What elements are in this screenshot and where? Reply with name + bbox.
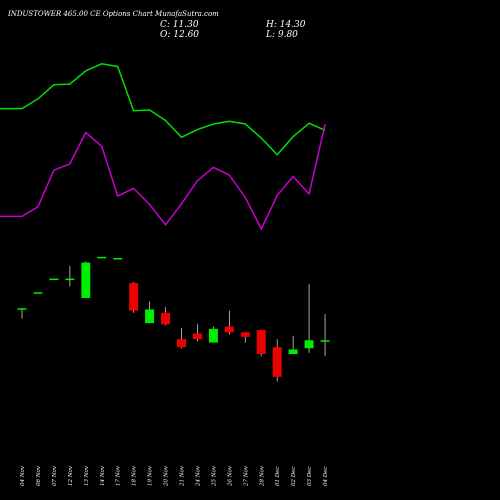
candle-20 (320, 314, 330, 357)
candle-19 (304, 284, 314, 353)
low-price-label: L: 9.80 (265, 30, 298, 40)
x-tick-label: 27 Nov (243, 465, 249, 487)
candle-1 (17, 308, 27, 319)
candle-body (33, 292, 43, 294)
x-axis-labels: 04 Nov 06 Nov 07 Nov 12 Nov 13 Nov 14 Nov 17 N… (20, 465, 329, 487)
x-tick-label: 28 Nov (259, 465, 265, 487)
candle-4 (65, 266, 75, 287)
high-price-label: H: 14.30 (265, 20, 306, 30)
candle-11 (177, 327, 186, 349)
x-tick-label: 25 Nov (211, 465, 217, 487)
x-tick-label: 04 Nov (20, 465, 26, 486)
candle-body (320, 340, 330, 342)
candle-5 (81, 261, 91, 298)
band-line-1 (0, 63, 326, 156)
candle-16 (256, 330, 266, 357)
x-tick-label: 12 Nov (68, 465, 74, 486)
candle-17 (272, 339, 282, 382)
candle-body (208, 328, 218, 343)
band-lines (0, 63, 326, 231)
candle-body (113, 258, 123, 260)
candle-body (129, 283, 139, 311)
candle-6 (97, 256, 107, 259)
x-tick-label: 19 Nov (148, 465, 154, 486)
close-price-label: C: 11.30 (160, 20, 199, 30)
candle-body (161, 312, 171, 325)
candle-18 (288, 335, 298, 354)
x-tick-label: 14 Nov (100, 465, 106, 486)
candle-body (272, 347, 282, 377)
candle-8 (129, 282, 139, 313)
open-price-label: O: 12.60 (160, 30, 199, 40)
candle-body (192, 333, 202, 340)
candle-13 (208, 326, 218, 343)
chart-title: INDUSTOWER 465.00 CE Options Chart Munaf… (7, 10, 219, 18)
candle-7 (113, 258, 123, 260)
x-tick-label: 24 Nov (195, 465, 201, 487)
candle-body (17, 308, 27, 310)
candle-body (81, 262, 91, 298)
candle-body (145, 309, 155, 324)
candles (17, 256, 330, 382)
x-tick-label: 21 Nov (180, 465, 186, 487)
candle-body (65, 278, 75, 281)
candle-body (288, 349, 298, 354)
candle-15 (240, 332, 250, 343)
x-tick-label: 20 Nov (164, 465, 170, 487)
candle-9 (145, 301, 155, 324)
x-tick-label: 04 Dec (323, 467, 329, 487)
x-tick-label: 03 Dec (307, 467, 313, 487)
x-tick-label: 06 Nov (36, 465, 42, 486)
band-line-2 (0, 123, 326, 231)
x-tick-label: 02 Dec (291, 467, 297, 487)
candle-3 (49, 278, 59, 281)
candle-14 (224, 310, 234, 335)
candle-body (49, 278, 59, 281)
x-tick-label: 26 Nov (227, 465, 233, 487)
x-tick-label: 18 Nov (132, 465, 138, 486)
x-tick-label: 07 Nov (52, 465, 58, 486)
candle-body (240, 332, 250, 337)
candle-10 (161, 307, 171, 326)
x-tick-label: 01 Dec (275, 467, 281, 487)
candle-body (256, 330, 266, 354)
candle-2 (33, 292, 43, 294)
x-tick-label: 13 Nov (84, 465, 90, 486)
candle-body (304, 340, 314, 349)
x-tick-label: 17 Nov (116, 465, 122, 486)
candle-12 (192, 324, 202, 342)
candle-body (177, 339, 186, 348)
candle-body (224, 326, 234, 333)
candle-body (97, 256, 107, 259)
